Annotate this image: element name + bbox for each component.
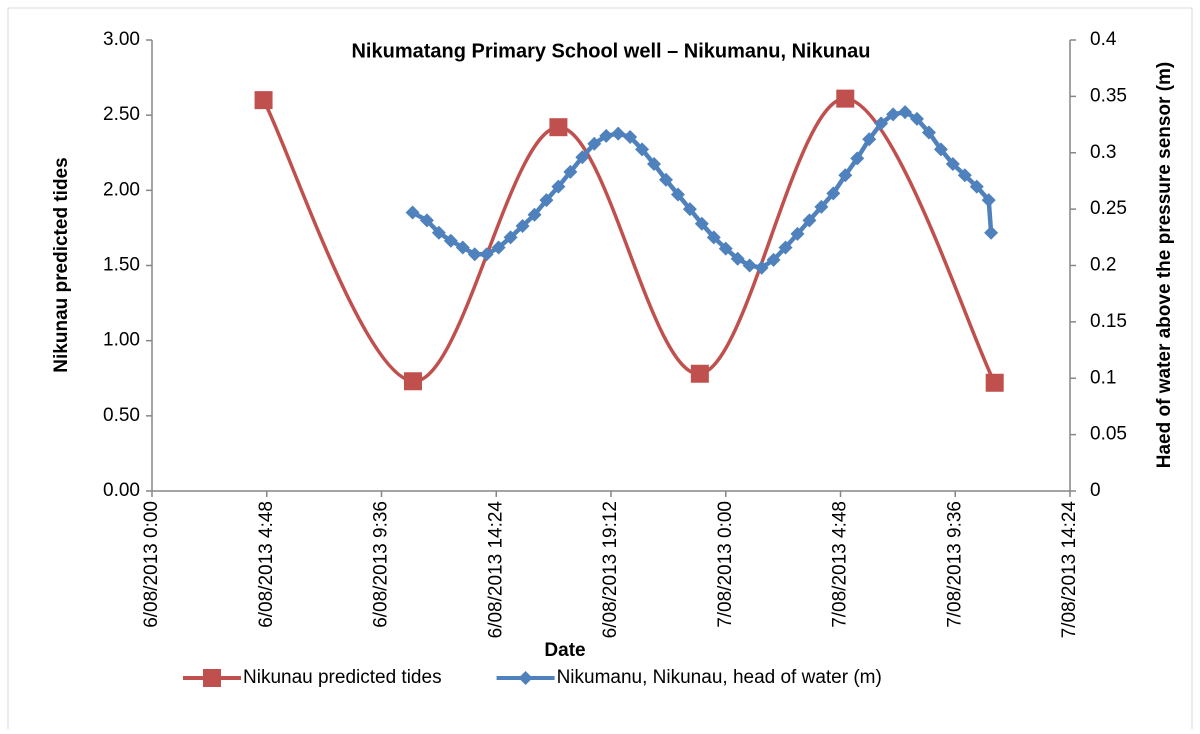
data-point [623, 129, 638, 144]
legend-swatch-marker [518, 671, 533, 685]
data-point [945, 157, 960, 172]
data-point [957, 168, 972, 183]
data-point [443, 233, 458, 248]
data-point [611, 126, 626, 141]
data-point [754, 260, 769, 275]
data-point [431, 225, 446, 240]
data-point [718, 241, 733, 256]
data-point [575, 150, 590, 165]
y2-tick-label: 0.1 [1090, 367, 1116, 388]
x-tick-label: 6/08/2013 0:00 [141, 501, 162, 628]
y-tick-label: 3.00 [103, 29, 140, 50]
x-tick-label: 6/08/2013 14:24 [485, 501, 506, 639]
data-point [898, 105, 913, 120]
y-tick-label: 0.00 [103, 480, 140, 501]
data-point [670, 187, 685, 202]
data-point [921, 125, 936, 140]
data-point [479, 247, 494, 262]
data-point [403, 372, 422, 391]
data-point [419, 213, 434, 228]
data-point [539, 193, 554, 208]
x-tick-label: 7/08/2013 4:48 [830, 501, 851, 628]
data-point [985, 373, 1004, 392]
data-point [981, 193, 996, 208]
data-point [742, 258, 757, 273]
data-point [515, 219, 530, 234]
y-tick-label: 1.00 [103, 330, 140, 351]
chart-border [7, 7, 1193, 734]
x-tick-label: 7/08/2013 9:36 [944, 501, 965, 628]
data-point [969, 179, 984, 194]
data-point [933, 142, 948, 157]
x-tick-label: 7/08/2013 0:00 [715, 501, 736, 628]
data-point [802, 213, 817, 228]
data-point [563, 164, 578, 179]
y-tick-label: 2.50 [103, 104, 140, 125]
data-point [599, 128, 614, 143]
y2-tick-label: 0.3 [1090, 142, 1116, 163]
legend-swatch-marker [203, 669, 221, 687]
legend-label: Nikunau predicted tides [243, 667, 442, 688]
data-point [838, 168, 853, 183]
data-point [826, 186, 841, 201]
data-point [814, 199, 829, 214]
data-point [862, 132, 877, 147]
x-tick-label: 6/08/2013 19:12 [600, 501, 621, 638]
y2-axis-title: Haed of water above the pressure sensor … [1154, 62, 1175, 469]
data-point [690, 364, 709, 383]
y-tick-label: 0.50 [103, 405, 140, 426]
data-point [551, 179, 566, 194]
x-axis-title: Date [544, 640, 585, 661]
y-tick-label: 1.50 [103, 255, 140, 276]
data-point [778, 240, 793, 255]
data-point [635, 142, 650, 157]
data-point [527, 207, 542, 222]
x-tick-label: 6/08/2013 4:48 [256, 501, 277, 628]
data-point [886, 107, 901, 122]
y2-tick-label: 0.05 [1090, 424, 1127, 445]
data-point [467, 247, 482, 262]
data-point [766, 252, 781, 267]
y2-tick-label: 0.25 [1090, 198, 1127, 219]
data-point [658, 172, 673, 187]
chart-title: Nikumatang Primary School well – Nikuman… [351, 40, 870, 62]
x-tick-label: 6/08/2013 9:36 [371, 501, 392, 628]
data-point [587, 136, 602, 151]
data-point [694, 216, 709, 231]
data-point [682, 202, 697, 217]
data-point [254, 91, 273, 110]
data-point [790, 226, 805, 241]
y-tick-label: 2.00 [103, 179, 140, 200]
data-point [491, 240, 506, 255]
data-point [984, 225, 999, 240]
y2-tick-label: 0.15 [1090, 311, 1127, 332]
series-line [262, 96, 997, 384]
legend-label: Nikumanu, Nikunau, head of water (m) [557, 667, 882, 688]
data-point [706, 230, 721, 245]
data-point [549, 118, 568, 137]
y-axis-title: Nikunau predicted tides [51, 157, 72, 372]
data-point [455, 240, 470, 255]
y2-tick-label: 0.35 [1090, 85, 1127, 106]
data-point [910, 111, 924, 126]
data-point [730, 251, 745, 266]
data-point [405, 205, 420, 220]
y2-tick-label: 0 [1090, 480, 1101, 501]
data-point [836, 89, 855, 108]
x-tick-label: 7/08/2013 14:24 [1059, 501, 1080, 639]
y2-tick-label: 0.4 [1090, 29, 1117, 50]
data-point [850, 151, 865, 166]
data-point [503, 230, 518, 245]
y2-tick-label: 0.2 [1090, 255, 1116, 276]
data-point [874, 116, 889, 131]
data-point [647, 157, 662, 172]
